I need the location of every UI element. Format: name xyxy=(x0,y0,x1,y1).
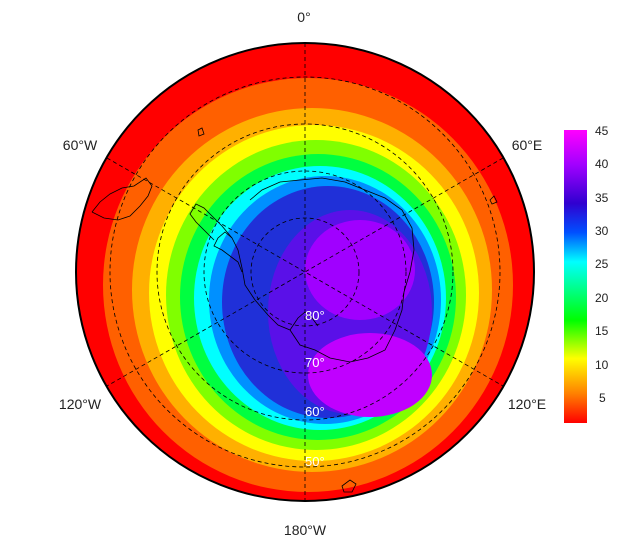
band-purple-lower xyxy=(308,333,432,417)
colorbar-gradient xyxy=(564,130,587,423)
map-disk xyxy=(76,43,534,501)
colorbar-tick-35: 35 xyxy=(595,191,609,205)
lat-label-70: 70° xyxy=(305,355,325,370)
lat-label-80: 80° xyxy=(305,308,325,323)
lon-label-120w: 120°W xyxy=(59,396,102,412)
colorbar-tick-10: 10 xyxy=(595,358,609,372)
island-south xyxy=(341,479,357,493)
latitude-circle-50 xyxy=(109,76,501,468)
colorbar-tick-45: 45 xyxy=(595,124,609,138)
colorbar-tick-20: 20 xyxy=(595,291,609,305)
lon-label-120e: 120°E xyxy=(508,396,546,412)
island-west xyxy=(197,127,205,137)
colorbar-tick-25: 25 xyxy=(595,257,609,271)
latitude-circle-60 xyxy=(156,123,454,421)
lon-label-60w: 60°W xyxy=(63,137,98,153)
lat-label-60: 60° xyxy=(305,404,325,419)
lat-label-50: 50° xyxy=(305,454,325,469)
colorbar-tick-5: 5 xyxy=(599,391,606,405)
lon-label-0: 0° xyxy=(297,9,310,25)
south-america-tip-coastline xyxy=(91,177,153,221)
antarctic-peninsula-coastline xyxy=(189,203,233,241)
lon-label-180w: 180°W xyxy=(284,522,327,538)
latitude-circle-70 xyxy=(203,170,407,374)
colorbar-tick-15: 15 xyxy=(595,324,609,338)
lon-label-60e: 60°E xyxy=(512,137,543,153)
meridian-60w-120e xyxy=(106,157,504,387)
antarctica-coastline xyxy=(213,177,415,363)
colorbar-tick-40: 40 xyxy=(595,157,609,171)
meridian-60e-120w xyxy=(106,157,504,387)
colorbar-tick-30: 30 xyxy=(595,224,609,238)
island-east xyxy=(489,195,498,205)
graticule xyxy=(106,43,504,501)
colorbar: 45 40 35 30 25 20 15 10 5 xyxy=(564,124,609,423)
map-border xyxy=(75,42,535,502)
band-purple-upper xyxy=(305,220,415,320)
ross-ice-shelf-coastline xyxy=(289,311,319,331)
coastlines xyxy=(91,127,498,493)
